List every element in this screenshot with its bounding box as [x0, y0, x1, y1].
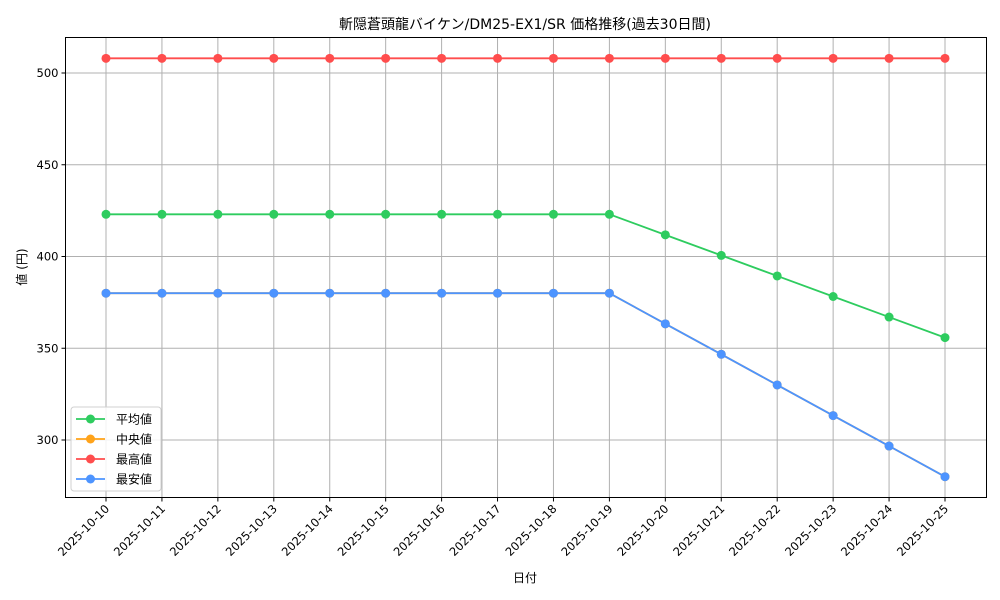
data-point — [269, 288, 279, 298]
series-中央値 — [101, 288, 950, 482]
plot-frame — [65, 37, 987, 498]
x-tick-label: 2025-10-24 — [838, 502, 895, 559]
x-tick-label: 2025-10-12 — [167, 502, 224, 559]
data-point — [325, 53, 335, 63]
x-axis: 2025-10-102025-10-112025-10-122025-10-13… — [55, 497, 951, 559]
y-axis-label: 値 (円) — [14, 248, 29, 285]
data-point — [604, 53, 614, 63]
data-point — [213, 209, 223, 219]
data-point — [493, 53, 503, 63]
series-最高値 — [101, 53, 950, 63]
series-line — [106, 292, 946, 478]
legend-marker-icon — [86, 434, 95, 444]
y-tick-label: 350 — [37, 341, 59, 355]
data-point — [940, 53, 950, 63]
data-point — [604, 288, 614, 298]
data-point — [772, 53, 782, 63]
data-point — [548, 53, 558, 63]
x-tick-label: 2025-10-14 — [279, 502, 336, 559]
legend-label: 最高値 — [116, 452, 152, 467]
x-tick-label: 2025-10-10 — [55, 502, 112, 559]
y-tick-label: 450 — [37, 158, 59, 172]
data-point — [157, 209, 167, 219]
data-point — [101, 288, 111, 298]
legend-item: 平均値 — [76, 412, 152, 427]
x-tick-label: 2025-10-15 — [335, 502, 392, 559]
x-tick-label: 2025-10-17 — [446, 502, 503, 559]
x-tick-label: 2025-10-19 — [558, 502, 615, 559]
data-point — [716, 250, 726, 260]
data-series — [101, 53, 950, 482]
data-point — [548, 209, 558, 219]
data-point — [828, 53, 838, 63]
data-point — [884, 441, 894, 451]
data-point — [101, 53, 111, 63]
data-point — [604, 209, 614, 219]
data-point — [716, 53, 726, 63]
x-tick-label: 2025-10-21 — [670, 502, 727, 559]
data-point — [381, 288, 391, 298]
legend-marker-icon — [86, 414, 95, 424]
series-最安値 — [101, 288, 950, 482]
data-point — [828, 411, 838, 421]
data-point — [716, 349, 726, 359]
legend-label: 中央値 — [116, 432, 152, 447]
data-point — [269, 209, 279, 219]
x-tick-label: 2025-10-13 — [223, 502, 280, 559]
legend-item: 最安値 — [76, 472, 152, 487]
data-point — [828, 292, 838, 302]
x-axis-label: 日付 — [513, 571, 537, 585]
data-point — [493, 209, 503, 219]
data-point — [660, 230, 670, 240]
data-point — [325, 209, 335, 219]
data-point — [940, 472, 950, 482]
legend-item: 中央値 — [76, 432, 152, 447]
y-tick-label: 500 — [37, 66, 59, 80]
legend-item: 最高値 — [76, 452, 152, 467]
legend-label: 平均値 — [116, 412, 152, 427]
data-point — [381, 209, 391, 219]
chart-title: 斬隠蒼頭龍バイケン/DM25-EX1/SR 価格推移(過去30日間) — [339, 16, 711, 33]
data-point — [213, 53, 223, 63]
data-point — [325, 288, 335, 298]
y-tick-label: 300 — [37, 433, 59, 447]
y-axis: 300 350 400 450 500 — [37, 66, 66, 447]
data-point — [884, 53, 894, 63]
data-point — [157, 288, 167, 298]
grid-lines — [65, 37, 987, 498]
data-point — [381, 53, 391, 63]
data-point — [269, 53, 279, 63]
x-tick-label: 2025-10-23 — [782, 502, 839, 559]
data-point — [437, 53, 447, 63]
legend-box — [70, 406, 162, 492]
x-tick-label: 2025-10-11 — [111, 502, 168, 559]
data-point — [157, 53, 167, 63]
x-tick-label: 2025-10-18 — [502, 502, 559, 559]
data-point — [660, 319, 670, 329]
data-point — [884, 312, 894, 322]
legend-marker-icon — [86, 474, 95, 484]
x-tick-label: 2025-10-16 — [391, 502, 448, 559]
series-line — [106, 292, 946, 478]
data-point — [940, 333, 950, 343]
data-point — [101, 209, 111, 219]
data-point — [493, 288, 503, 298]
legend-label: 最安値 — [116, 472, 152, 487]
legend-marker-icon — [86, 454, 95, 464]
data-point — [660, 53, 670, 63]
data-point — [772, 380, 782, 390]
data-point — [437, 209, 447, 219]
x-tick-label: 2025-10-20 — [614, 502, 671, 559]
data-point — [437, 288, 447, 298]
series-平均値 — [101, 209, 950, 343]
data-point — [213, 288, 223, 298]
x-tick-label: 2025-10-25 — [894, 502, 951, 559]
x-tick-label: 2025-10-22 — [726, 502, 783, 559]
data-point — [772, 271, 782, 281]
data-point — [548, 288, 558, 298]
y-tick-label: 400 — [37, 250, 59, 264]
series-line — [106, 213, 946, 339]
